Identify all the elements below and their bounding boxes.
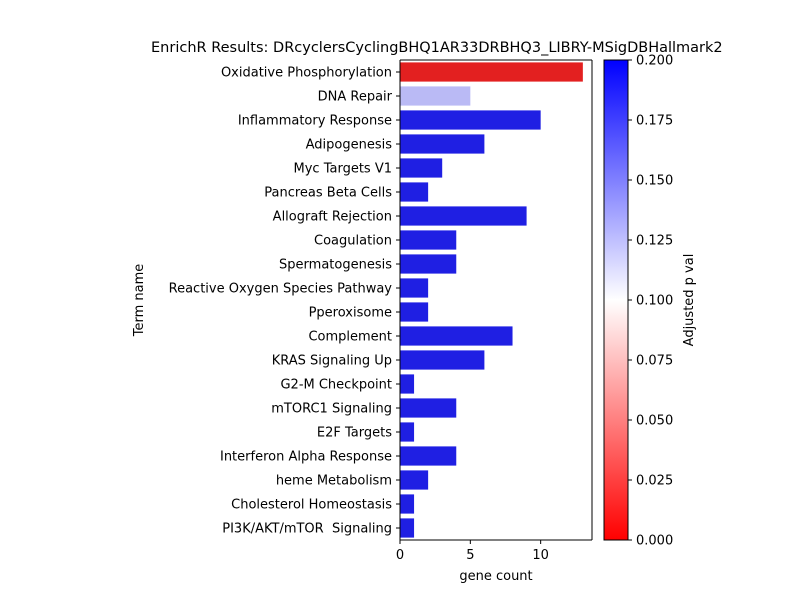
colorbar-tick-label: 0.175 xyxy=(636,114,673,129)
bar-15 xyxy=(400,422,415,442)
y-tick-labels: Oxidative Phosphorylation DNA Repair Infla… xyxy=(169,66,400,537)
y-tick-label: KRAS Signaling Up xyxy=(272,354,392,369)
y-tick-label: heme Metabolism xyxy=(276,474,392,489)
y-tick-label: DNA Repair xyxy=(318,90,393,105)
x-tick-label: 0 xyxy=(396,548,404,563)
y-tick-label: Pperoxisome xyxy=(309,306,392,321)
colorbar-tick-label: 0.075 xyxy=(636,354,673,369)
bar-14 xyxy=(400,398,457,418)
colorbar-tick-label: 0.200 xyxy=(636,54,673,69)
colorbar xyxy=(603,59,629,541)
bar-4 xyxy=(400,158,443,178)
x-axis-label: gene count xyxy=(459,569,532,584)
bar-13 xyxy=(400,374,415,394)
x-tick-label: 5 xyxy=(466,548,474,563)
bar-9 xyxy=(400,278,429,298)
y-tick-label: mTORC1 Signaling xyxy=(271,402,392,417)
bar-11 xyxy=(400,326,513,346)
y-axis-label: Term name xyxy=(132,264,147,338)
y-tick-label: Allograft Rejection xyxy=(273,210,392,225)
bar-7 xyxy=(400,230,457,250)
bar-0 xyxy=(400,62,583,82)
y-tick-label: Pancreas Beta Cells xyxy=(264,186,392,201)
bar-2 xyxy=(400,110,541,130)
bar-5 xyxy=(400,182,429,202)
bar-1 xyxy=(400,86,471,106)
y-tick-label: Adipogenesis xyxy=(306,138,393,153)
y-tick-label: Interferon Alpha Response xyxy=(220,450,392,465)
colorbar-tick-label: 0.100 xyxy=(636,294,673,309)
y-tick-label: Oxidative Phosphorylation xyxy=(221,66,392,81)
bar-12 xyxy=(400,350,485,370)
bar-6 xyxy=(400,206,527,226)
y-tick-label: Inflammatory Response xyxy=(238,114,392,129)
y-tick-label: E2F Targets xyxy=(317,426,392,441)
x-tick-labels: 0 5 10 xyxy=(396,540,549,563)
y-tick-label: Complement xyxy=(308,330,392,345)
colorbar-ticks: 0.000 0.025 0.050 0.075 0.100 0.125 0.150 0.175… xyxy=(628,54,673,549)
bar-19 xyxy=(400,518,415,538)
colorbar-tick-label: 0.050 xyxy=(636,414,673,429)
colorbar-tick-label: 0.150 xyxy=(636,174,673,189)
bar-18 xyxy=(400,494,415,514)
y-tick-label: Reactive Oxygen Species Pathway xyxy=(169,282,393,297)
y-tick-label: G2-M Checkpoint xyxy=(280,378,392,393)
y-tick-label: PI3K/AKT/mTOR Signaling xyxy=(222,522,392,537)
chart-title: EnrichR Results: DRcyclersCyclingBHQ1AR3… xyxy=(151,40,723,56)
colorbar-tick-label: 0.000 xyxy=(636,534,673,549)
colorbar-tick-label: 0.025 xyxy=(636,474,673,489)
colorbar-label: Adjusted p val xyxy=(682,254,697,347)
bar-16 xyxy=(400,446,457,466)
x-tick-label: 10 xyxy=(532,548,549,563)
y-tick-label: Myc Targets V1 xyxy=(294,162,392,177)
bars-group xyxy=(400,62,583,538)
bar-3 xyxy=(400,134,485,154)
y-tick-label: Coagulation xyxy=(314,234,392,249)
colorbar-tick-label: 0.125 xyxy=(636,234,673,249)
bar-17 xyxy=(400,470,429,490)
y-tick-label: Cholesterol Homeostasis xyxy=(231,498,392,513)
bar-10 xyxy=(400,302,429,322)
y-tick-label: Spermatogenesis xyxy=(279,258,392,273)
bar-8 xyxy=(400,254,457,274)
